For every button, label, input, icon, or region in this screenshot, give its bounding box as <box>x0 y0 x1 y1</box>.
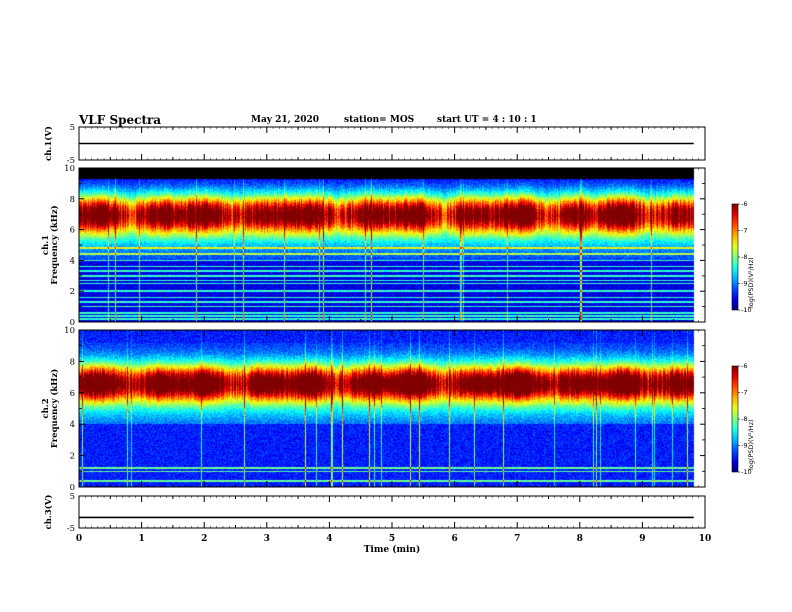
panel-ch3_voltage: ch.3(V) 5 -5 <box>43 492 705 534</box>
y-axis-label: ch.3(V) <box>43 495 54 530</box>
colorbar-tick-label: -7 <box>741 389 747 397</box>
x-axis-label: Time (min) <box>364 544 421 555</box>
y-tick-label: 2 <box>70 452 75 462</box>
y-tick-label: 5 <box>70 492 75 502</box>
y-tick-label: 4 <box>70 256 75 266</box>
y-tick-label: 6 <box>70 389 75 399</box>
y-tick-label: -5 <box>67 524 75 534</box>
x-tick-label: 6 <box>451 534 457 544</box>
colorbar <box>732 366 738 472</box>
x-tick-label: 5 <box>389 534 395 544</box>
y-axis-label: Frequency (kHz) <box>49 205 60 284</box>
panel-ch1_voltage: ch.1(V) 5-5 <box>43 123 705 166</box>
panels-group: ch.1(V) 5-5-6-7-8-9-10log(PSD)(V²/Hz)ch.1… <box>41 123 755 555</box>
x-tick-label: 8 <box>577 534 583 544</box>
x-tick-label: 9 <box>639 534 645 544</box>
x-tick-label: 4 <box>326 534 332 544</box>
y-tick-label: 4 <box>70 420 75 430</box>
y-tick-label: 8 <box>70 357 75 367</box>
y-tick-label: 2 <box>70 287 75 297</box>
colorbar-tick-label: -7 <box>741 227 747 235</box>
y-tick-label: 10 <box>64 326 75 336</box>
x-tick-label: 2 <box>201 534 207 544</box>
spectrogram-image <box>79 168 705 322</box>
y-tick-label: 6 <box>70 226 75 236</box>
y-axis-label: ch.1(V) <box>43 126 54 161</box>
y-tick-label: 8 <box>70 195 75 205</box>
y-tick-label: 10 <box>64 164 75 174</box>
x-tick-label: 10 <box>699 534 712 544</box>
colorbar-tick-label: -6 <box>741 200 747 208</box>
x-tick-label: 0 <box>76 534 82 544</box>
y-axis-label: Frequency (kHz) <box>49 369 60 448</box>
x-tick-label: 1 <box>138 534 144 544</box>
colorbar-label: log(PSD)(V²/Hz) <box>747 419 755 470</box>
y-tick-label: 5 <box>70 123 75 133</box>
colorbar-label: log(PSD)(V²/Hz) <box>747 257 755 308</box>
colorbar <box>732 204 738 310</box>
x-tick-label: 3 <box>264 534 270 544</box>
spectrogram-image <box>79 330 705 487</box>
colorbar-tick-label: -6 <box>741 362 747 370</box>
x-tick-label: 7 <box>514 534 520 544</box>
